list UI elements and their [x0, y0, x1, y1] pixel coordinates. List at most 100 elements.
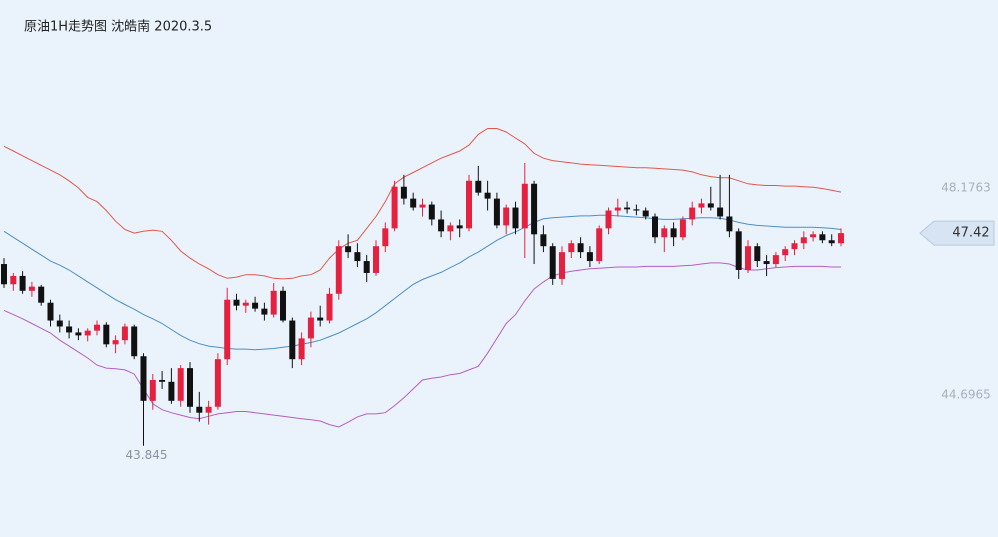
candle-body	[205, 406, 212, 413]
candle-body	[335, 246, 342, 294]
candle-body	[410, 198, 417, 208]
candle-body	[652, 216, 658, 238]
candle-body	[754, 246, 761, 262]
candle-body	[791, 243, 798, 250]
candle-body	[75, 332, 82, 336]
candle-body	[224, 299, 231, 360]
candle-body	[354, 252, 361, 262]
candle-body	[689, 207, 696, 220]
candle-body	[345, 246, 352, 253]
last-price-label: 47.42	[952, 226, 989, 241]
candle-body	[187, 368, 193, 407]
y-tick-label: 44.6965	[941, 388, 991, 402]
candle-body	[763, 261, 770, 265]
candle-body	[661, 228, 668, 238]
band-line	[3, 128, 842, 280]
candle-body	[670, 228, 677, 238]
candle-body	[10, 275, 17, 285]
candle-body	[1, 264, 7, 285]
candle-body	[391, 186, 398, 229]
candle-body	[103, 324, 110, 345]
candle-body	[140, 356, 147, 401]
candle-body	[540, 234, 547, 247]
candle-body	[214, 359, 221, 407]
candle-body	[28, 286, 35, 291]
candle-body	[559, 252, 565, 279]
candle-body	[512, 207, 519, 229]
candle-body	[475, 180, 482, 193]
candle-body	[531, 183, 538, 235]
candle-body	[493, 198, 500, 226]
candle-body	[735, 231, 742, 270]
candle-body	[47, 302, 54, 321]
candle-body	[503, 207, 510, 226]
candle-body	[242, 302, 249, 306]
candle-body	[726, 216, 733, 232]
candle-body	[307, 317, 314, 339]
candle-body	[819, 234, 826, 241]
candle-body	[447, 225, 454, 232]
candle-body	[66, 326, 73, 333]
candle-body	[698, 203, 705, 208]
low-label: 43.845	[126, 448, 168, 462]
candle-body	[19, 275, 26, 291]
candle-body	[168, 381, 175, 401]
candle-body	[717, 207, 724, 217]
candle-body	[614, 207, 621, 211]
candle-body	[605, 210, 612, 229]
candle-body	[456, 225, 463, 229]
candle-body	[484, 192, 491, 199]
candle-body	[828, 240, 835, 244]
plot: 44.6965 48.1763 43.845 47.42	[1, 128, 995, 462]
candle-body	[596, 228, 603, 262]
candle-body	[586, 252, 593, 262]
last-price-box	[919, 220, 995, 246]
candle-body	[382, 228, 389, 247]
candle-body	[177, 368, 184, 401]
candle-body	[800, 237, 807, 244]
candle-body	[568, 243, 575, 253]
candle-body	[196, 406, 203, 413]
candle-body	[782, 249, 789, 256]
candle-body	[94, 324, 100, 331]
candle-body	[363, 261, 370, 273]
candle-body	[400, 186, 407, 199]
candle-body	[438, 219, 445, 232]
candle-body	[270, 290, 277, 315]
candle-body	[772, 255, 779, 265]
candle-body	[707, 203, 714, 208]
candle-body	[577, 243, 584, 253]
candle-body	[633, 209, 640, 211]
candle-body	[624, 207, 631, 210]
candle-body	[289, 320, 296, 360]
y-tick-label: 48.1763	[941, 181, 991, 195]
candle-body	[679, 219, 686, 238]
candle-body	[466, 180, 472, 229]
candle-body	[317, 317, 324, 321]
candle-body	[261, 308, 268, 315]
candle-body	[521, 183, 528, 229]
candle-body	[373, 246, 379, 273]
candle-body	[810, 234, 817, 238]
candle-body	[56, 320, 63, 327]
candle-body	[121, 326, 128, 341]
candle-body	[252, 302, 259, 309]
candle-body	[112, 340, 119, 345]
candle-body	[326, 293, 333, 321]
candle-body	[419, 204, 426, 208]
candle-body	[745, 246, 751, 270]
candle-body	[549, 246, 556, 279]
candle-body	[131, 326, 138, 357]
candle-body	[159, 380, 166, 382]
candle-body	[280, 290, 286, 321]
candle-body	[84, 330, 91, 336]
candle-body	[838, 233, 844, 244]
candle-body	[298, 338, 305, 360]
candle-body	[38, 286, 45, 303]
candle-body	[428, 204, 435, 220]
candle-body	[642, 210, 649, 217]
chart-title: 原油1H走势图 沈皓南 2020.3.5	[24, 19, 212, 35]
band-line	[3, 214, 842, 351]
